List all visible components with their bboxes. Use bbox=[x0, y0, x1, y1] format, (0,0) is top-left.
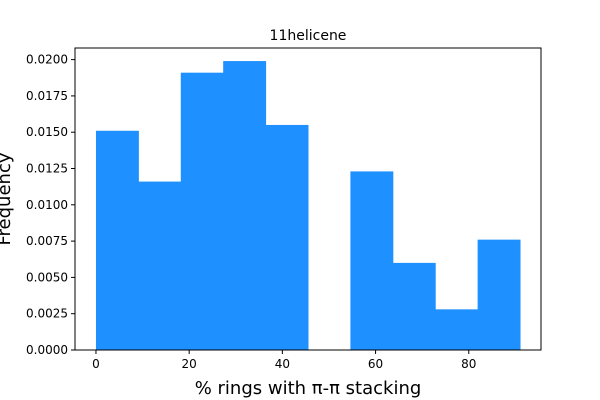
histogram-bar bbox=[95, 130, 139, 350]
y-tick-label: 0.0050 bbox=[26, 270, 68, 284]
y-axis-ticks: 0.0000 0.0025 0.0050 0.0075 0.0100 0.0125 0.01… bbox=[26, 53, 75, 357]
x-tick-label: 20 bbox=[182, 357, 197, 371]
x-axis-ticks: 0 20 40 60 80 bbox=[92, 350, 476, 371]
histogram-bar bbox=[392, 262, 436, 350]
y-tick-label: 0.0000 bbox=[26, 343, 68, 357]
histogram-bar bbox=[223, 61, 267, 350]
x-tick-label: 80 bbox=[461, 357, 476, 371]
y-tick-label: 0.0075 bbox=[26, 234, 68, 248]
plot-frame bbox=[74, 47, 542, 351]
x-tick-label: 0 bbox=[92, 357, 100, 371]
bars-layer bbox=[95, 61, 521, 351]
y-tick-label: 0.0025 bbox=[26, 307, 68, 321]
histogram-bar bbox=[435, 309, 479, 350]
x-tick-label: 60 bbox=[368, 357, 383, 371]
histogram-bar bbox=[350, 171, 394, 350]
chart-title: 11helicene bbox=[270, 28, 347, 44]
histogram-bar bbox=[180, 72, 224, 351]
x-tick-label: 40 bbox=[275, 357, 290, 371]
y-tick-label: 0.0150 bbox=[26, 125, 68, 139]
histogram-bar bbox=[265, 124, 309, 350]
y-tick-label: 0.0200 bbox=[26, 53, 68, 67]
x-axis-label: % rings with π-π stacking bbox=[195, 378, 422, 399]
histogram-bar bbox=[477, 239, 521, 350]
y-tick-label: 0.0175 bbox=[26, 89, 68, 103]
y-tick-label: 0.0100 bbox=[26, 198, 68, 212]
y-tick-label: 0.0125 bbox=[26, 162, 68, 176]
histogram-bar bbox=[138, 181, 182, 350]
y-axis-label: Frequency bbox=[0, 152, 15, 245]
